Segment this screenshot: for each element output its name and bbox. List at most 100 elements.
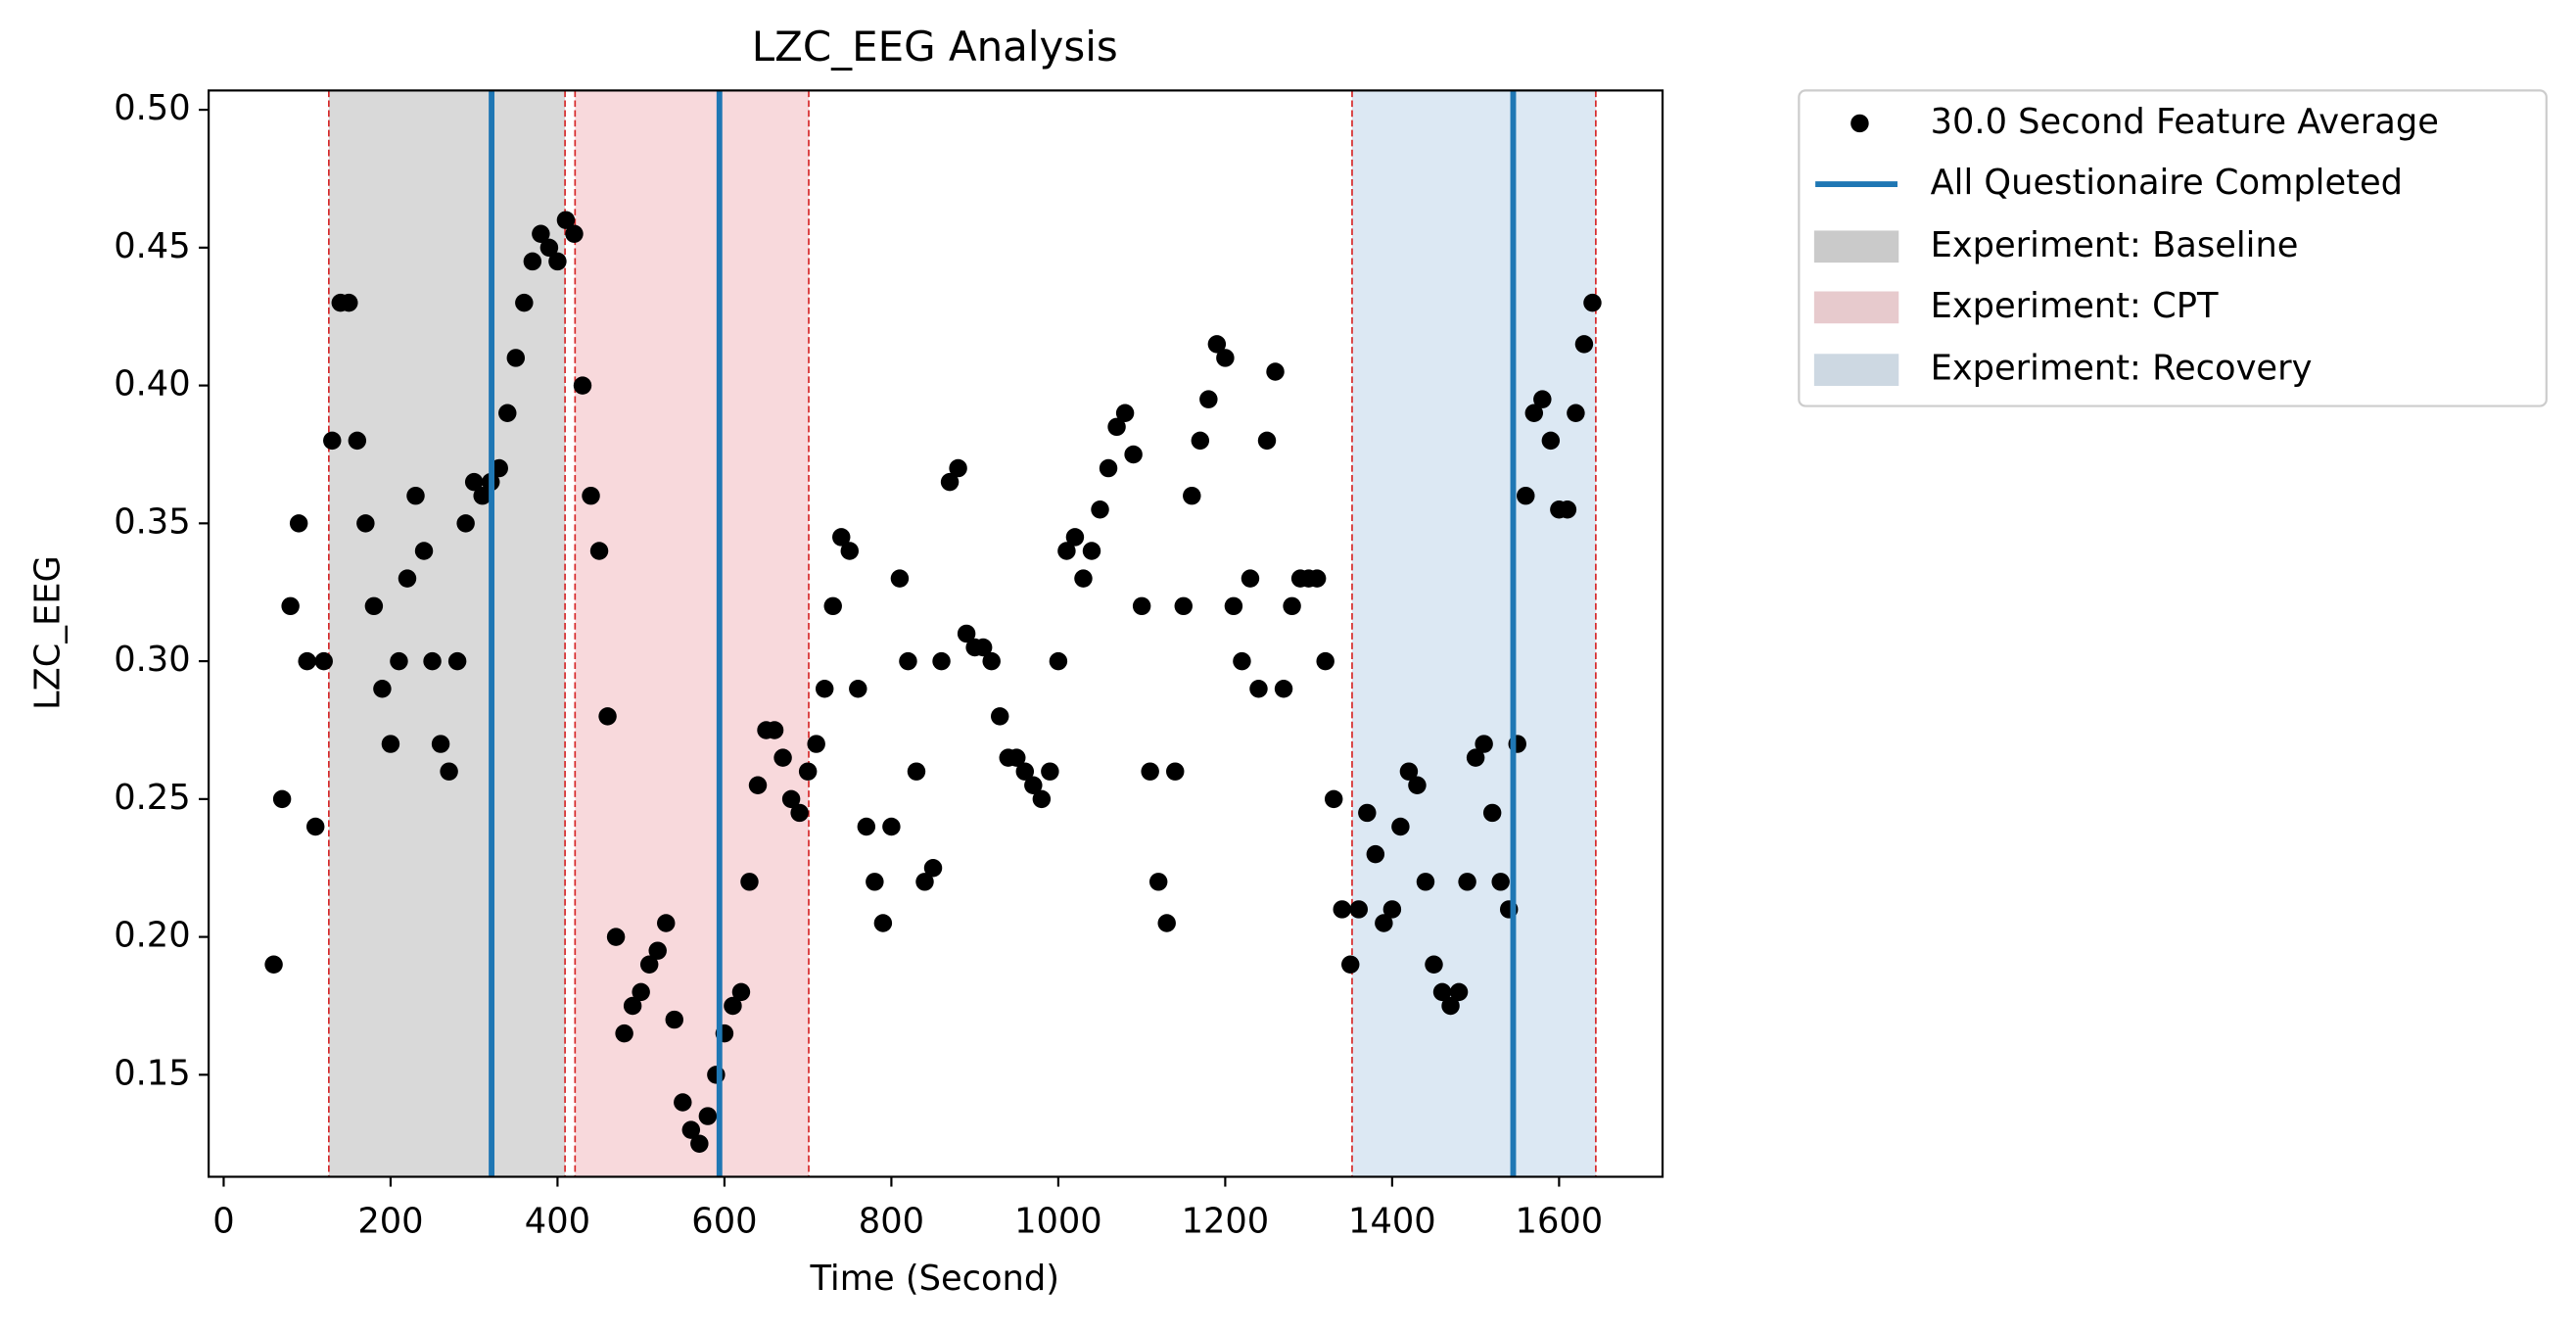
data-point (1466, 748, 1485, 767)
data-point (1408, 776, 1427, 794)
data-point (582, 486, 600, 505)
data-point (973, 638, 993, 657)
data-point (1341, 955, 1360, 974)
data-point (907, 762, 926, 781)
data-point (589, 542, 609, 560)
data-point (1333, 900, 1351, 919)
data-point (298, 651, 316, 671)
y-tick-label: 0.25 (114, 778, 190, 818)
data-point (356, 514, 375, 533)
span (328, 90, 566, 1177)
data-point (1533, 390, 1552, 408)
data-point (272, 789, 292, 809)
data-point (639, 955, 659, 974)
data-point (1015, 762, 1035, 781)
data-point (556, 211, 576, 229)
data-point (1375, 914, 1393, 932)
data-point (264, 955, 283, 974)
data-point (915, 873, 934, 891)
x-tick-label: 400 (525, 1201, 590, 1241)
data-point (1441, 996, 1460, 1016)
data-point (940, 472, 960, 492)
data-point (573, 376, 592, 395)
data-point (1049, 651, 1068, 671)
legend-marker (1813, 354, 1899, 386)
data-point (1065, 528, 1085, 547)
chart-title: LZC_EEG Analysis (752, 23, 1118, 71)
data-point (773, 748, 792, 767)
data-point (623, 996, 642, 1016)
data-point (1132, 596, 1151, 616)
data-point (1274, 680, 1293, 698)
data-point (632, 982, 650, 1002)
data-point (1425, 955, 1443, 974)
data-point (1475, 735, 1493, 753)
x-tick-label: 1400 (1348, 1201, 1436, 1241)
data-point (281, 596, 300, 616)
data-point (1141, 762, 1159, 781)
data-point (1124, 445, 1143, 464)
data-point (414, 542, 434, 560)
data-point (1382, 900, 1402, 919)
data-point (748, 776, 768, 794)
data-point (1482, 803, 1502, 823)
data-point (1099, 458, 1118, 478)
data-point (565, 224, 584, 243)
data-point (1199, 390, 1218, 408)
data-point (615, 1024, 633, 1043)
data-point (1416, 873, 1435, 891)
data-point (1074, 569, 1093, 588)
data-point (1032, 789, 1052, 809)
data-point (690, 1134, 709, 1153)
x-tick-label: 1600 (1516, 1201, 1604, 1241)
x-tick-label: 1000 (1014, 1201, 1102, 1241)
data-point (1358, 803, 1377, 823)
data-point (807, 735, 825, 753)
data-point (373, 680, 392, 698)
y-tick-label: 0.15 (114, 1053, 190, 1093)
data-point (740, 873, 759, 891)
data-point (1517, 486, 1535, 505)
data-point (982, 651, 1001, 671)
data-point (840, 542, 860, 560)
x-tick-label: 800 (859, 1201, 924, 1241)
data-point (1166, 762, 1185, 781)
y-tick-label: 0.20 (114, 916, 190, 956)
data-point (340, 293, 358, 312)
legend-label: Experiment: Baseline (1931, 225, 2299, 265)
data-point (1491, 873, 1510, 891)
data-point (1216, 349, 1235, 367)
data-point (1241, 569, 1260, 588)
data-point (899, 651, 917, 671)
legend-marker (1813, 291, 1899, 324)
data-point (390, 651, 408, 671)
data-point (1183, 486, 1201, 505)
x-tick-label: 1200 (1182, 1201, 1270, 1241)
data-point (398, 569, 417, 588)
data-point (406, 486, 425, 505)
y-tick-label: 0.50 (114, 88, 190, 128)
data-point (314, 651, 333, 671)
data-point (731, 982, 751, 1002)
data-point (1082, 542, 1101, 560)
data-point (456, 514, 475, 533)
data-point (1541, 431, 1561, 451)
data-point (1366, 844, 1385, 864)
x-tick-label: 0 (212, 1201, 234, 1241)
data-point (1399, 762, 1419, 781)
data-point (1224, 596, 1243, 616)
data-point (1524, 404, 1544, 422)
data-point (323, 431, 342, 451)
data-point (1007, 748, 1026, 767)
data-point (539, 238, 559, 258)
data-point (1558, 500, 1577, 519)
data-point (681, 1120, 701, 1139)
data-point (1307, 569, 1327, 588)
plot-frame (208, 89, 1664, 1178)
data-point (423, 651, 442, 671)
data-point (1391, 817, 1410, 836)
y-tick-label: 0.35 (114, 501, 190, 542)
data-point (1091, 500, 1109, 519)
data-point (606, 928, 626, 946)
